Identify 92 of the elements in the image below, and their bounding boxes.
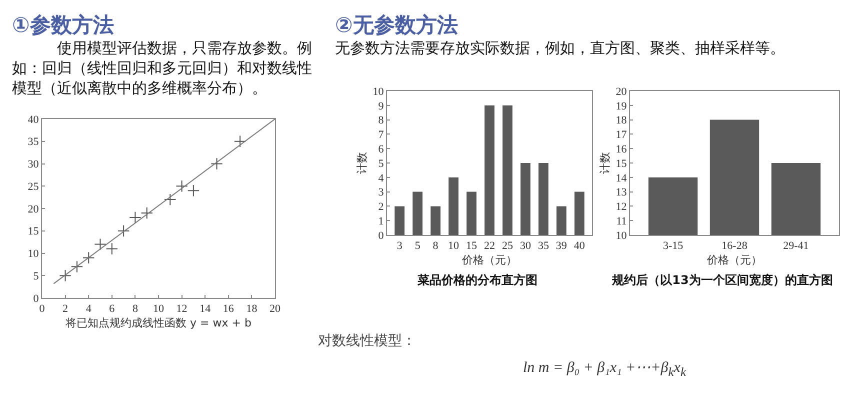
x-tick-label: 5 [414, 240, 421, 252]
x-axis-title: 将已知点规约成线性函数 y = wx + b [64, 316, 252, 330]
x-tick-label: 8 [132, 303, 138, 316]
y-tick-label: 4 [378, 172, 384, 184]
y-tick-label: 14 [616, 172, 628, 184]
y-tick-label: 17 [616, 129, 628, 142]
x-axis-title: 价格（元） [706, 253, 762, 266]
point [94, 238, 106, 250]
y-tick-label: 8 [378, 114, 384, 127]
point [59, 270, 72, 282]
y-tick-label: 10 [28, 248, 40, 260]
x-tick-label: 15 [466, 240, 478, 252]
y-tick-label: 5 [378, 158, 384, 170]
point [70, 260, 84, 273]
y-tick-label: 18 [616, 114, 628, 127]
y-tick-label: 0 [378, 230, 384, 242]
point [140, 206, 153, 220]
bar [394, 206, 405, 235]
x-tick-label: 2 [62, 303, 68, 316]
bar [538, 163, 548, 235]
chart-title: ①参数方法 [12, 12, 115, 38]
y-tick-label: 15 [616, 158, 628, 170]
y-tick-label: 35 [28, 136, 40, 148]
bar [574, 192, 584, 235]
bar [430, 206, 440, 235]
bar [412, 192, 423, 235]
y-tick-label: 30 [28, 158, 40, 171]
y-tick-label: 13 [616, 186, 628, 199]
y-tick-label: 20 [616, 86, 628, 98]
y-tick-label: 10 [616, 230, 628, 242]
x-tick-label: 20 [270, 303, 281, 316]
point [210, 158, 223, 170]
y-tick-label: 12 [616, 201, 627, 214]
chart-subtitle: 使用模型评估数据，只需存放参数。例如：回归（线性回归和多元回归）和对数线性模型（近似离散中的多维概率分布）。 [12, 38, 312, 98]
point [129, 211, 142, 224]
x-tick-label: 6 [109, 303, 116, 316]
point [176, 180, 188, 192]
x-tick-label: 10 [153, 303, 164, 316]
y-tick-label: 3 [378, 186, 384, 199]
x-tick-label: 3 [396, 240, 403, 252]
y-tick-label: 0 [33, 292, 40, 305]
y-tick-label: 15 [28, 226, 40, 238]
text: 规约后（以13为一个区间宽度）的直方图 [610, 272, 834, 289]
bar [520, 163, 530, 235]
y-tick-label: 1 [378, 215, 384, 228]
x-tick-label: 29-41 [783, 240, 809, 252]
point [187, 184, 200, 197]
text: 对数线性模型： [318, 332, 417, 350]
point [82, 252, 95, 264]
x-tick-label: 10 [448, 240, 460, 252]
bar [484, 105, 494, 235]
text: 菜品价格的分布直方图 [416, 272, 538, 289]
point [117, 224, 130, 237]
x-tick-label: 16 [222, 303, 234, 316]
y-tick-label: 25 [28, 180, 40, 193]
x-tick-label: 25 [502, 240, 514, 252]
x-tick-label: 22 [484, 240, 495, 252]
x-tick-label: 8 [432, 240, 439, 252]
bar [448, 177, 458, 235]
bar [466, 192, 476, 235]
y-tick-label: 16 [616, 143, 628, 156]
y-tick-label: 40 [28, 114, 40, 126]
text: ②无参数方法 [335, 12, 459, 38]
text: ln m = β₀ + β₁x₁ +⋯+β$_{k}$x$_{k}$ [523, 359, 688, 380]
point [234, 135, 246, 148]
y-tick-label: 2 [378, 201, 384, 214]
point [164, 193, 176, 206]
point [106, 242, 118, 255]
x-tick-label: 16-28 [722, 240, 748, 252]
y-tick-label: 19 [616, 100, 628, 112]
text: 无参数方法需要存放实际数据，例如，直方图、聚类、抽样采样等。 [335, 38, 786, 58]
x-tick-label: 40 [574, 240, 586, 252]
x-tick-label: 30 [520, 240, 532, 252]
bar [556, 206, 566, 235]
x-tick-label: 4 [86, 303, 92, 316]
y-tick-label: 7 [378, 129, 384, 142]
y-tick-label: 9 [378, 100, 384, 112]
y-axis-title: 计数 [355, 152, 368, 174]
y-axis-title: 计数 [598, 152, 612, 174]
x-tick-label: 35 [538, 240, 550, 252]
x-tick-label: 3-15 [662, 240, 684, 252]
bar [502, 105, 512, 235]
y-tick-label: 11 [616, 215, 627, 228]
y-tick-label: 5 [33, 270, 40, 282]
x-tick-label: 14 [200, 303, 212, 316]
y-tick-label: 20 [28, 203, 40, 216]
x-axis-title: 价格（元） [461, 253, 517, 266]
x-tick-label: 12 [176, 303, 188, 316]
x-tick-label: 18 [246, 303, 258, 316]
y-tick-label: 10 [372, 86, 384, 98]
y-tick-label: 6 [378, 143, 384, 156]
x-tick-label: 39 [556, 240, 568, 252]
